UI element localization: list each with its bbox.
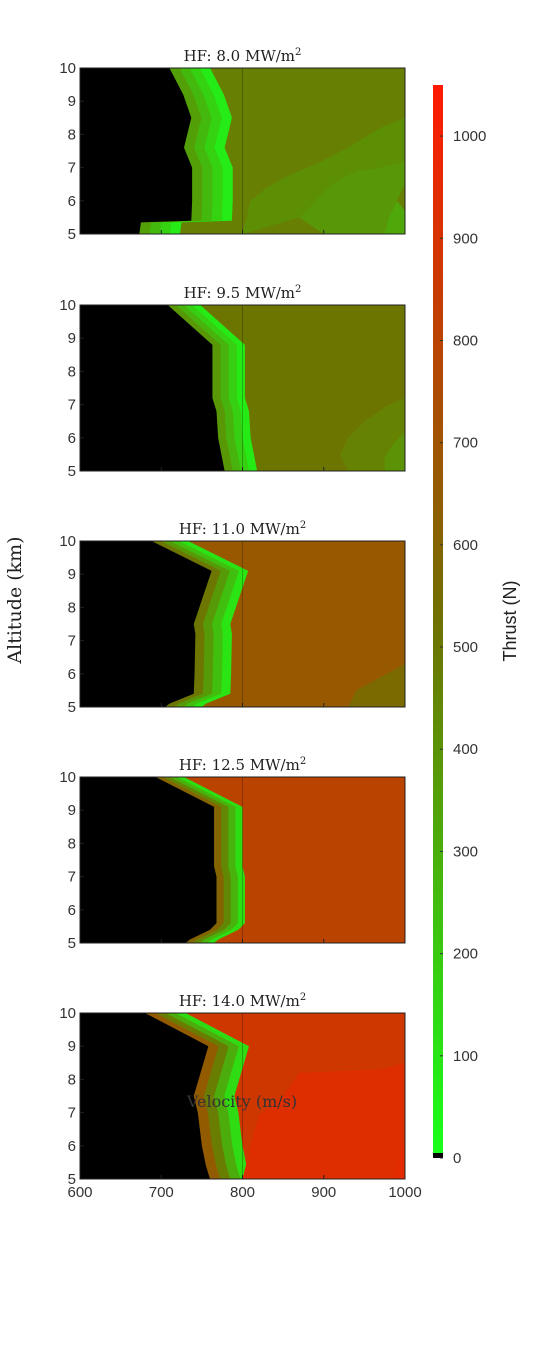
colorbar-tick-label: 200 bbox=[453, 946, 478, 963]
thrust-region bbox=[348, 663, 405, 707]
subplot-5: 5 6 7 8 9 10 600 700 800 900 1000 HF: 14.0 MW/m2 bbox=[59, 992, 421, 1201]
y-tick-label: 8 bbox=[68, 363, 76, 380]
thrust-region bbox=[384, 200, 405, 234]
plot-area bbox=[80, 777, 405, 943]
colorbar-zero-segment bbox=[433, 1153, 443, 1158]
thrust-region bbox=[242, 117, 405, 234]
y-tick-label: 6 bbox=[68, 430, 76, 447]
colorbar: 0 100 200 300 400 500 600 700 800 900 1000 Thrust … bbox=[433, 85, 520, 1167]
y-tick-label: 7 bbox=[68, 397, 76, 414]
subplot-1: 5 6 7 8 9 10 HF: 8.0 MW/m2 bbox=[59, 47, 406, 243]
y-tick-label: 9 bbox=[68, 93, 76, 110]
thrust-region bbox=[299, 160, 405, 234]
zero-thrust-region bbox=[80, 68, 193, 234]
y-tick-label: 8 bbox=[68, 1071, 76, 1088]
subplot-title: HF: 11.0 MW/m2 bbox=[179, 520, 306, 538]
y-tick-label: 10 bbox=[59, 60, 76, 77]
y-tick-label: 8 bbox=[68, 835, 76, 852]
colorbar-tick-label: 1000 bbox=[453, 128, 486, 145]
y-tick-label: 8 bbox=[68, 599, 76, 616]
colorbar-gradient bbox=[433, 85, 443, 1153]
subplot-title: HF: 9.5 MW/m2 bbox=[184, 284, 302, 302]
y-tick-label: 9 bbox=[68, 330, 76, 347]
subplot-3: 5 6 7 8 9 10 HF: 11.0 MW/m2 bbox=[59, 520, 406, 716]
colorbar-tick-label: 500 bbox=[453, 639, 478, 656]
colorbar-tick-label: 900 bbox=[453, 230, 478, 247]
colorbar-tick-label: 300 bbox=[453, 843, 478, 860]
y-tick-label: 5 bbox=[68, 226, 76, 243]
subplot-title: HF: 12.5 MW/m2 bbox=[179, 756, 306, 774]
colorbar-tick-label: 800 bbox=[453, 332, 478, 349]
y-tick-label: 9 bbox=[68, 802, 76, 819]
y-tick-label: 6 bbox=[68, 666, 76, 683]
x-tick-label: 600 bbox=[67, 1184, 92, 1201]
y-tick-label: 10 bbox=[59, 533, 76, 550]
x-tick-label: 800 bbox=[230, 1184, 255, 1201]
zero-thrust-region bbox=[80, 1013, 210, 1179]
y-tick-label: 10 bbox=[59, 1005, 76, 1022]
y-tick-label: 10 bbox=[59, 769, 76, 786]
thrust-region bbox=[384, 431, 405, 471]
zero-thrust-region bbox=[80, 777, 217, 943]
colorbar-tick-label: 400 bbox=[453, 741, 478, 758]
y-tick-label: 5 bbox=[68, 463, 76, 480]
colorbar-tick-label: 700 bbox=[453, 435, 478, 452]
y-tick-label: 7 bbox=[68, 160, 76, 177]
y-tick-label: 5 bbox=[68, 935, 76, 952]
colorbar-label: Thrust (N) bbox=[500, 581, 520, 662]
y-tick-label: 9 bbox=[68, 566, 76, 583]
y-tick-label: 8 bbox=[68, 126, 76, 143]
y-tick-label: 7 bbox=[68, 1105, 76, 1122]
subplot-4: 5 6 7 8 9 10 HF: 12.5 MW/m2 bbox=[59, 756, 406, 952]
y-tick-label: 7 bbox=[68, 633, 76, 650]
y-tick-label: 6 bbox=[68, 193, 76, 210]
x-tick-label: 1000 bbox=[388, 1184, 421, 1201]
y-tick-label: 5 bbox=[68, 1171, 76, 1188]
plot-area bbox=[80, 1013, 405, 1179]
zero-thrust-region bbox=[80, 305, 225, 471]
y-tick-label: 10 bbox=[59, 297, 76, 314]
y-axis-label: Altitude (km) bbox=[4, 536, 26, 664]
colorbar-tick-label: 600 bbox=[453, 537, 478, 554]
colorbar-ticks: 0 100 200 300 400 500 600 700 800 900 1000 bbox=[440, 128, 486, 1167]
colorbar-tick-label: 100 bbox=[453, 1048, 478, 1065]
zero-thrust-region bbox=[80, 541, 212, 707]
x-axis-label: Velocity (m/s) bbox=[186, 1092, 297, 1111]
thrust-region bbox=[392, 1139, 405, 1179]
y-tick-label: 7 bbox=[68, 869, 76, 886]
plot-area bbox=[80, 68, 405, 234]
subplot-panels: 5 6 7 8 9 10 HF: 8.0 MW/m2 5 6 7 8 9 10 HF: 9.5 MW/m2… bbox=[59, 47, 421, 1201]
subplot-title: HF: 14.0 MW/m2 bbox=[179, 992, 306, 1010]
plot-area bbox=[80, 305, 405, 471]
x-tick-label: 700 bbox=[149, 1184, 174, 1201]
y-tick-label: 6 bbox=[68, 1138, 76, 1155]
thrust-region bbox=[242, 1062, 405, 1179]
x-tick-label: 900 bbox=[311, 1184, 336, 1201]
plot-area bbox=[80, 541, 405, 707]
subplot-2: 5 6 7 8 9 10 HF: 9.5 MW/m2 bbox=[59, 284, 406, 480]
colorbar-tick-label: 0 bbox=[453, 1150, 461, 1167]
y-tick-label: 5 bbox=[68, 699, 76, 716]
subplot-title: HF: 8.0 MW/m2 bbox=[184, 47, 302, 65]
y-tick-label: 9 bbox=[68, 1038, 76, 1055]
y-tick-label: 6 bbox=[68, 902, 76, 919]
